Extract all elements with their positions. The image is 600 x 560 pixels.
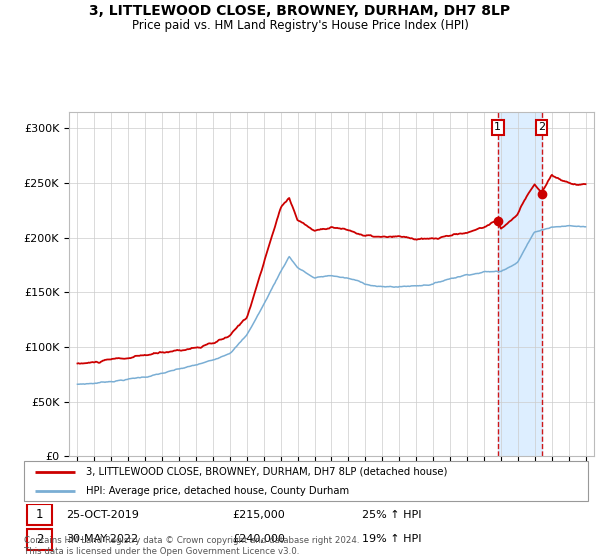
FancyBboxPatch shape [24,461,588,501]
Text: 3, LITTLEWOOD CLOSE, BROWNEY, DURHAM, DH7 8LP: 3, LITTLEWOOD CLOSE, BROWNEY, DURHAM, DH… [89,4,511,18]
Bar [498,112,542,456]
Text: Contains HM Land Registry data © Crown copyright and database right 2024.
This d: Contains HM Land Registry data © Crown c… [24,536,359,556]
Text: 25% ↑ HPI: 25% ↑ HPI [362,510,422,520]
Text: 25-OCT-2019: 25-OCT-2019 [66,510,139,520]
Text: HPI: Average price, detached house, County Durham: HPI: Average price, detached house, Coun… [86,486,349,496]
Text: Price paid vs. HM Land Registry's House Price Index (HPI): Price paid vs. HM Land Registry's House … [131,19,469,32]
FancyBboxPatch shape [27,505,52,525]
Text: 2: 2 [538,123,545,133]
Text: 1: 1 [494,123,502,133]
Text: 30-MAY-2022: 30-MAY-2022 [66,534,139,544]
Text: £240,000: £240,000 [233,534,286,544]
FancyBboxPatch shape [27,529,52,550]
Text: 3, LITTLEWOOD CLOSE, BROWNEY, DURHAM, DH7 8LP (detached house): 3, LITTLEWOOD CLOSE, BROWNEY, DURHAM, DH… [86,467,448,477]
Text: 19% ↑ HPI: 19% ↑ HPI [362,534,422,544]
Text: 1: 1 [36,508,43,521]
Text: £215,000: £215,000 [233,510,286,520]
Text: 2: 2 [36,533,43,546]
